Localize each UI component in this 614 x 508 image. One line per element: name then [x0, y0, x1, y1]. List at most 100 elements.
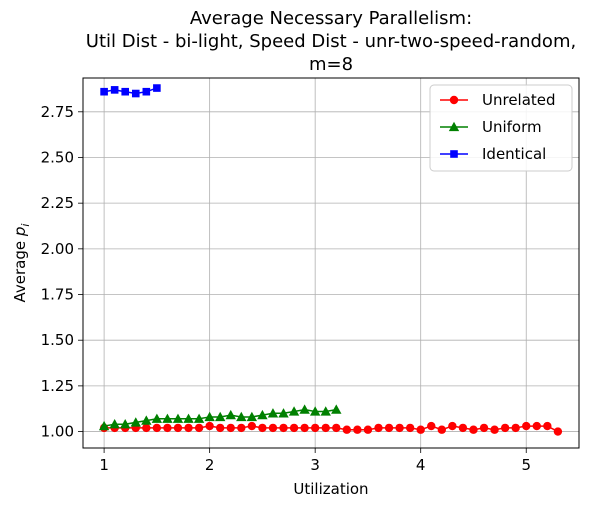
- data-point-unrelated: [405, 423, 415, 433]
- data-point-uniform: [98, 420, 110, 431]
- data-point-unrelated: [194, 423, 204, 433]
- data-point-unrelated: [374, 423, 383, 433]
- data-point-unrelated: [279, 423, 288, 433]
- legend-item-unrelated: Unrelated: [440, 91, 556, 109]
- data-point-uniform: [320, 406, 331, 416]
- data-point-unrelated: [522, 421, 531, 431]
- x-tick-label: 4: [416, 456, 426, 474]
- data-point-unrelated: [511, 423, 520, 433]
- data-point-uniform: [162, 413, 173, 423]
- data-point-unrelated: [310, 423, 320, 433]
- x-axis-label: Utilization: [293, 480, 368, 498]
- data-point-unrelated: [427, 421, 436, 431]
- y-tick-label: 1.00: [41, 423, 74, 441]
- data-point-unrelated: [353, 425, 362, 434]
- legend-item-identical: Identical: [440, 145, 546, 163]
- tick-layer: 1 2 3 4 5 1.00 1.25 1.50 1.75 2.00 2.25 2.50 2.75: [41, 103, 531, 474]
- data-point-unrelated: [553, 427, 563, 436]
- x-tick-label: 1: [99, 456, 109, 474]
- series-layer: [98, 84, 563, 436]
- legend: Unrelated Uniform Identical: [429, 84, 573, 172]
- data-point-unrelated: [289, 423, 299, 433]
- series-identical: [100, 84, 161, 98]
- data-point-unrelated: [332, 423, 341, 433]
- data-point-unrelated: [184, 423, 193, 433]
- data-point-unrelated: [342, 425, 352, 434]
- data-point-unrelated: [237, 423, 246, 433]
- data-point-unrelated: [205, 421, 214, 431]
- chart-title-line-2: Util Dist - bi-light, Speed Dist - unr-t…: [86, 31, 576, 52]
- y-tick-label: 2.25: [41, 194, 74, 212]
- data-point-unrelated: [152, 423, 162, 433]
- data-point-unrelated: [268, 423, 278, 433]
- series-uniform: [98, 404, 342, 431]
- y-tick-label: 1.50: [41, 331, 74, 349]
- data-point-unrelated: [469, 425, 478, 434]
- legend-label-unrelated: Unrelated: [482, 91, 556, 109]
- data-point-unrelated: [437, 425, 447, 434]
- legend-items: Unrelated Uniform Identical: [440, 91, 556, 163]
- data-point-unrelated: [479, 423, 489, 433]
- data-point-unrelated: [490, 425, 499, 434]
- data-point-uniform: [130, 417, 141, 427]
- data-point-uniform: [151, 413, 163, 423]
- data-point-uniform: [183, 413, 194, 423]
- data-point-uniform: [257, 409, 268, 420]
- grid-layer: [83, 78, 579, 448]
- data-point-unrelated: [163, 423, 172, 433]
- plot-frame: [82, 77, 580, 449]
- data-point-identical: [110, 86, 119, 94]
- data-point-unrelated: [321, 423, 330, 433]
- data-point-unrelated: [173, 423, 183, 433]
- data-point-uniform: [288, 406, 300, 416]
- data-point-identical: [100, 87, 108, 96]
- data-point-unrelated: [543, 421, 552, 431]
- y-axis-label-sub: i: [19, 224, 32, 227]
- data-point-unrelated: [416, 425, 425, 434]
- y-tick-label: 2.75: [41, 103, 74, 121]
- y-tick-label: 1.75: [41, 286, 74, 304]
- data-point-unrelated: [300, 423, 309, 433]
- data-point-uniform: [331, 404, 342, 414]
- data-point-uniform: [141, 415, 152, 425]
- data-point-uniform: [120, 419, 131, 429]
- legend-box: [429, 84, 573, 172]
- legend-label-identical: Identical: [482, 145, 546, 163]
- y-tick-label: 2.50: [41, 148, 74, 166]
- data-point-unrelated: [142, 423, 151, 433]
- y-axis-label: Average pi: [11, 224, 32, 303]
- x-tick-label: 5: [521, 456, 531, 474]
- x-tick-label: 2: [205, 456, 215, 474]
- data-point-uniform: [172, 413, 184, 423]
- data-point-unrelated: [258, 423, 267, 433]
- chart-title-line-3: m=8: [309, 54, 353, 75]
- data-point-uniform: [193, 413, 205, 423]
- data-point-uniform: [204, 411, 215, 422]
- data-point-identical: [131, 89, 140, 98]
- y-axis-label-main: Average: [11, 236, 29, 302]
- data-point-uniform: [225, 409, 236, 420]
- legend-marker-identical: [450, 150, 458, 158]
- y-axis-label-var: p: [11, 227, 29, 238]
- data-point-unrelated: [532, 421, 541, 431]
- data-point-unrelated: [448, 421, 457, 431]
- data-point-uniform: [299, 404, 310, 414]
- data-point-identical: [153, 84, 161, 92]
- data-point-identical: [142, 87, 151, 96]
- data-point-unrelated: [458, 423, 468, 433]
- data-point-unrelated: [215, 423, 225, 433]
- data-point-uniform: [236, 411, 247, 422]
- data-point-unrelated: [363, 425, 373, 434]
- legend-item-uniform: Uniform: [440, 118, 542, 136]
- data-point-unrelated: [500, 423, 510, 433]
- y-tick-label: 1.25: [41, 377, 74, 395]
- y-tick-label: 2.00: [41, 240, 74, 258]
- data-point-unrelated: [247, 421, 257, 431]
- chart-title-line-1: Average Necessary Parallelism:: [190, 8, 472, 29]
- data-point-unrelated: [395, 423, 404, 433]
- data-point-unrelated: [226, 423, 235, 433]
- data-point-uniform: [246, 411, 258, 422]
- data-point-identical: [121, 87, 130, 96]
- data-point-uniform: [267, 408, 279, 418]
